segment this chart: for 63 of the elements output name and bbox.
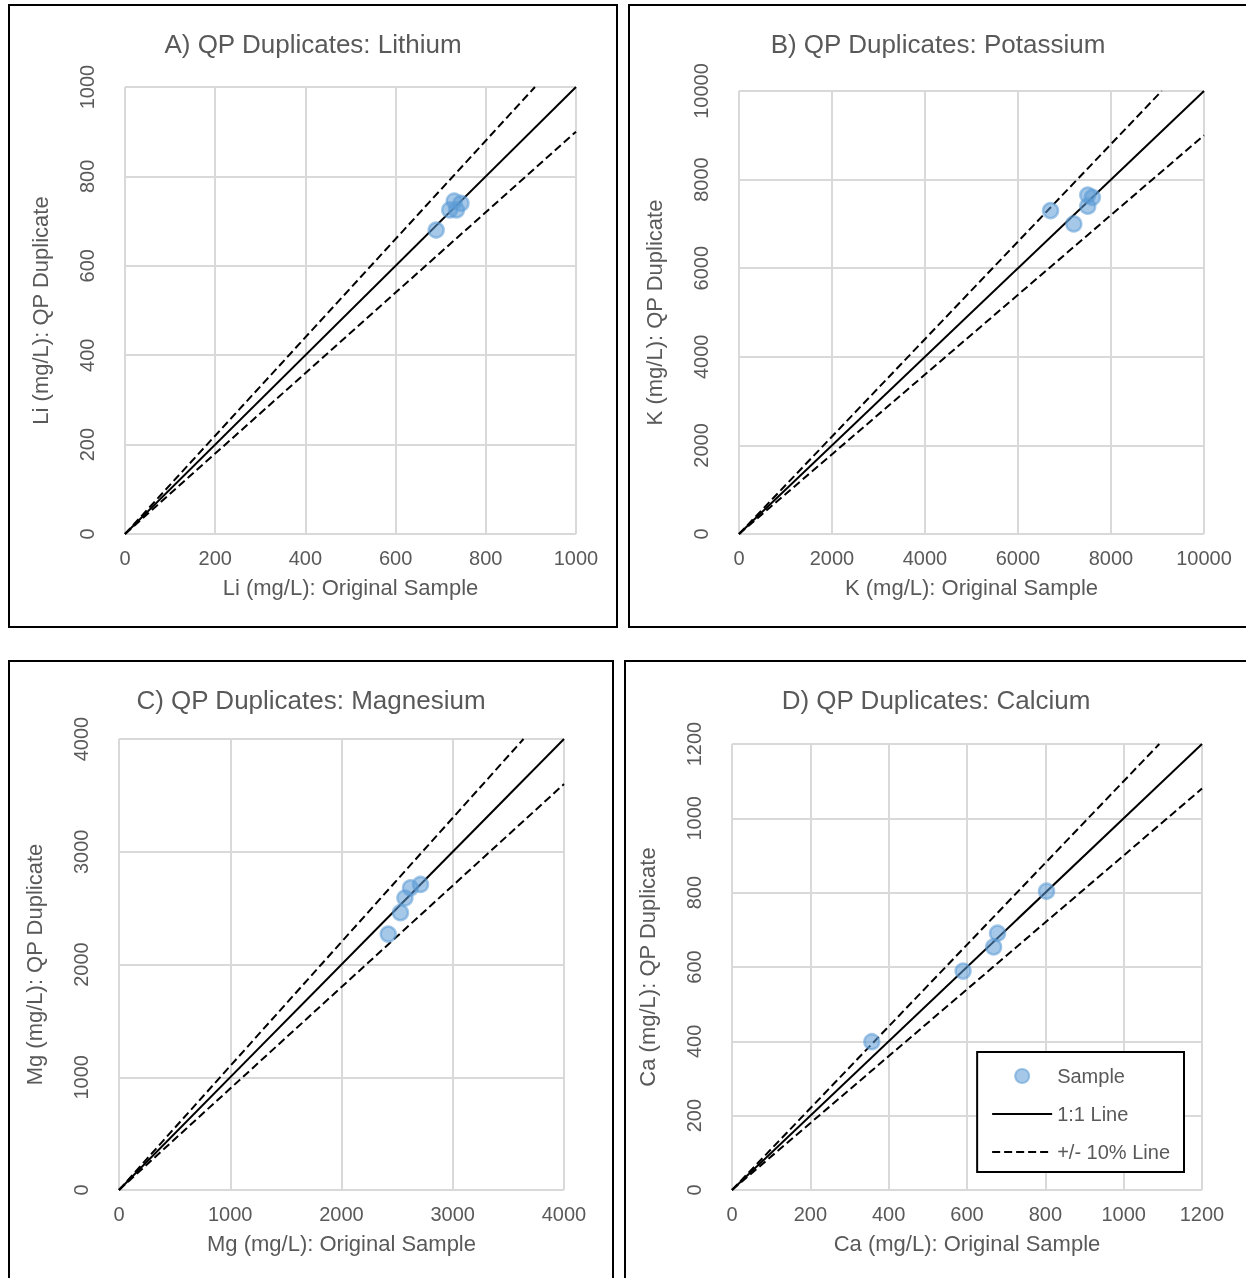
y-axis-title: Ca (mg/L): QP Duplicate — [634, 847, 660, 1087]
x-tick-label: 1200 — [1179, 1203, 1225, 1225]
legend-label: Sample — [1057, 1065, 1125, 1087]
chart-title: C) QP Duplicates: Magnesium — [136, 685, 486, 715]
x-tick-label: 4000 — [541, 1203, 587, 1225]
y-tick-label: 600 — [76, 249, 98, 283]
x-axis-title: Ca (mg/L): Original Sample — [833, 1230, 1101, 1256]
y-tick-label: 200 — [683, 1098, 705, 1133]
x-tick-label: 4000 — [902, 547, 948, 569]
x-axis-title: K (mg/L): Original Sample — [844, 574, 1099, 600]
y-tick-label: 2000 — [690, 423, 712, 468]
y-tick-label: 200 — [76, 427, 98, 462]
y-tick-label: 1000 — [683, 796, 705, 841]
x-tick-label: 400 — [288, 547, 323, 569]
chart-title: B) QP Duplicates: Potassium — [770, 29, 1106, 59]
x-tick-label: 0 — [733, 547, 745, 569]
x-tick-label: 3000 — [430, 1203, 475, 1225]
x-tick-label: 1000 — [208, 1203, 253, 1225]
x-tick-label: 0 — [726, 1203, 738, 1225]
y-tick-label: 4000 — [690, 334, 712, 380]
y-tick-label: 400 — [76, 338, 98, 372]
x-tick-label: 1000 — [553, 547, 599, 569]
y-tick-label: 0 — [683, 1184, 705, 1196]
y-tick-label: 0 — [70, 1184, 92, 1196]
y-tick-label: 6000 — [690, 245, 712, 291]
y-tick-label: 800 — [683, 875, 705, 910]
y-tick-label: 0 — [690, 528, 712, 540]
y-tick-label: 10000 — [690, 63, 712, 119]
y-tick-label: 600 — [683, 950, 705, 984]
x-tick-label: 10000 — [1176, 547, 1232, 569]
y-tick-label: 8000 — [690, 157, 712, 202]
x-tick-label: 2000 — [809, 547, 855, 569]
x-tick-label: 400 — [871, 1203, 906, 1225]
x-tick-label: 600 — [378, 547, 413, 569]
y-tick-label: 1000 — [76, 64, 98, 110]
y-tick-label: 0 — [76, 528, 98, 540]
y-tick-label: 400 — [683, 1024, 705, 1059]
y-tick-label: 800 — [76, 159, 98, 194]
legend-label: 1:1 Line — [1057, 1103, 1129, 1125]
x-tick-label: 6000 — [995, 547, 1041, 569]
x-tick-label: 200 — [793, 1203, 828, 1225]
x-tick-label: 8000 — [1088, 547, 1134, 569]
x-axis-title: Mg (mg/L): Original Sample — [207, 1230, 476, 1256]
x-tick-label: 1000 — [1101, 1203, 1146, 1225]
y-axis-title: Li (mg/L): QP Duplicate — [27, 196, 53, 425]
y-tick-label: 4000 — [70, 716, 92, 762]
x-axis-title: Li (mg/L): Original Sample — [222, 574, 479, 600]
y-tick-label: 2000 — [70, 942, 92, 987]
legend-label: +/- 10% Line — [1057, 1141, 1171, 1163]
x-tick-label: 800 — [469, 547, 503, 569]
chart-title: D) QP Duplicates: Calcium — [781, 685, 1091, 715]
y-tick-label: 3000 — [70, 829, 92, 874]
x-tick-label: 200 — [198, 547, 232, 569]
x-tick-label: 0 — [119, 547, 131, 569]
x-tick-label: 0 — [113, 1203, 125, 1225]
x-tick-label: 2000 — [319, 1203, 364, 1225]
chart-title: A) QP Duplicates: Lithium — [164, 29, 462, 59]
y-tick-label: 1200 — [683, 721, 705, 767]
x-tick-label: 600 — [950, 1203, 984, 1225]
y-axis-title: Mg (mg/L): QP Duplicate — [21, 843, 47, 1086]
y-axis-title: K (mg/L): QP Duplicate — [641, 199, 667, 426]
x-tick-label: 800 — [1028, 1203, 1063, 1225]
y-tick-label: 1000 — [70, 1055, 92, 1100]
